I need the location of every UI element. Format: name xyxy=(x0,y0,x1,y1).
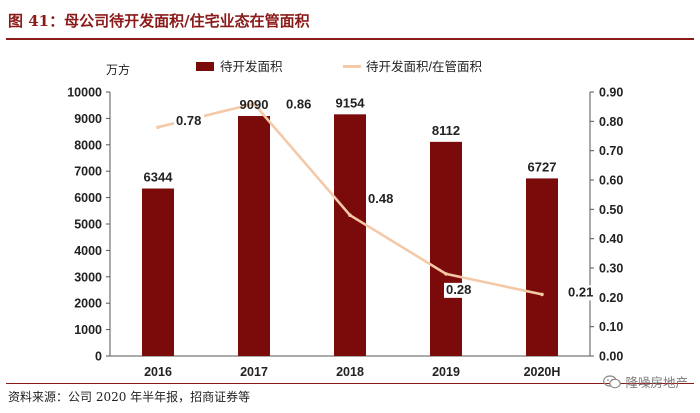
source-note: 资料来源：公司 2020 年半年报，招商证券等 xyxy=(8,390,251,404)
left-axis-tick-label: 2000 xyxy=(74,297,102,311)
ratio-point xyxy=(348,213,352,217)
watermark: 隆噪房地产 xyxy=(603,372,688,391)
left-axis-tick-label: 0 xyxy=(95,350,102,364)
line-data-label-bg xyxy=(444,282,474,298)
right-axis-tick-label: 0.30 xyxy=(599,262,623,276)
figure-title: 图 41：母公司待开发面积/住宅业态在管面积 xyxy=(8,12,310,30)
left-axis-tick-label: 9000 xyxy=(74,112,102,126)
right-axis-tick-label: 0.10 xyxy=(599,320,623,334)
ratio-point xyxy=(156,125,160,129)
right-axis-tick-label: 0.50 xyxy=(599,203,623,217)
legend-label-line: 待开发面积/在管面积 xyxy=(366,59,482,74)
legend-swatch-bar xyxy=(196,62,214,71)
bar xyxy=(238,116,270,356)
ratio-point xyxy=(252,101,256,106)
left-axis-tick-label: 3000 xyxy=(74,270,102,284)
ratio-point xyxy=(540,292,544,297)
right-axis-tick-label: 0.40 xyxy=(599,232,623,246)
right-axis-tick-label: 0.90 xyxy=(599,86,623,100)
x-axis-tick-label: 2016 xyxy=(144,365,172,379)
right-axis-tick-label: 0.80 xyxy=(599,115,623,129)
line-data-label-bg xyxy=(366,192,396,208)
bar-data-label: 8112 xyxy=(432,123,460,138)
right-axis-tick-label: 0.20 xyxy=(599,291,623,305)
line-data-label-bg xyxy=(284,97,314,113)
title-bar: 图 41：母公司待开发面积/住宅业态在管面积 xyxy=(6,4,694,40)
bar xyxy=(430,141,462,356)
bar xyxy=(334,114,366,356)
wechat-icon xyxy=(603,374,622,388)
legend-label-bar: 待开发面积 xyxy=(220,59,283,74)
left-axis-tick-label: 4000 xyxy=(74,244,102,258)
x-axis-tick-label: 2017 xyxy=(240,365,268,379)
line-data-label: 0.21 xyxy=(568,284,593,299)
line-data-label: 0.86 xyxy=(286,97,311,112)
line-data-label: 0.78 xyxy=(176,113,201,128)
bar-data-label: 9154 xyxy=(336,95,366,110)
footer-rule xyxy=(6,383,694,384)
ratio-point xyxy=(444,272,448,276)
right-axis-tick-label: 0.70 xyxy=(599,144,623,158)
line-data-label-bg xyxy=(566,285,596,301)
left-axis-tick-label: 6000 xyxy=(74,191,102,205)
right-axis-tick-label: 0.00 xyxy=(599,350,623,364)
watermark-text: 隆噪房地产 xyxy=(625,375,688,390)
line-data-label: 0.28 xyxy=(446,282,471,297)
left-axis-tick-label: 7000 xyxy=(74,165,102,179)
left-axis-tick-label: 1000 xyxy=(74,323,102,337)
right-axis-tick-label: 0.60 xyxy=(599,174,623,188)
bar-data-label: 9090 xyxy=(240,97,269,112)
bar xyxy=(526,178,558,356)
left-axis-tick-label: 8000 xyxy=(74,138,102,152)
left-axis-tick-label: 10000 xyxy=(67,86,102,100)
line-data-label-bg xyxy=(174,114,204,130)
x-axis-tick-label: 2018 xyxy=(336,365,364,379)
y-unit-label: 万方 xyxy=(106,62,130,77)
left-axis-tick-label: 5000 xyxy=(74,218,102,232)
x-axis-tick-label: 2020H xyxy=(524,365,561,379)
x-axis-tick-label: 2019 xyxy=(432,365,460,379)
bar-data-label: 6344 xyxy=(144,170,174,185)
bar xyxy=(142,188,174,356)
line-data-label: 0.48 xyxy=(368,191,393,206)
bar-data-label: 6727 xyxy=(528,159,557,174)
